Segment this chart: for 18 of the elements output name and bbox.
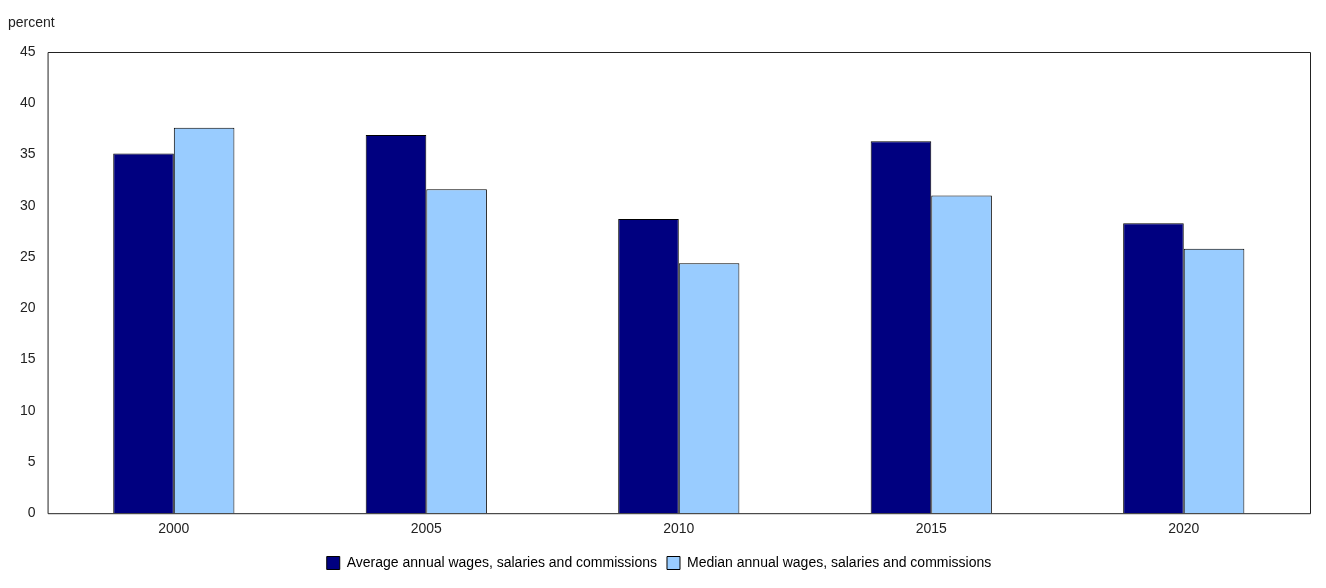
x-tick-label: 2015 — [915, 520, 948, 537]
y-tick-label: 20 — [19, 299, 36, 316]
x-tick-label: 2010 — [663, 520, 695, 537]
y-tick-label: 10 — [19, 401, 36, 418]
y-tick-label: 15 — [19, 350, 36, 367]
legend-label: Average annual wages, salaries and commissions — [346, 553, 657, 570]
y-tick-label: 45 — [19, 42, 36, 59]
y-tick-label: 5 — [27, 452, 36, 469]
x-tick-label: 2020 — [1168, 520, 1200, 537]
x-tick-label: 2005 — [410, 520, 443, 537]
legend-label: Median annual wages, salaries and commissions — [686, 553, 992, 570]
y-tick-label: 40 — [19, 94, 36, 111]
y-axis-title: percent — [8, 13, 55, 30]
x-tick-label: 2000 — [158, 520, 190, 537]
y-tick-label: 30 — [19, 196, 36, 213]
y-tick-label: 35 — [19, 145, 36, 162]
y-tick-label: 25 — [19, 247, 36, 264]
y-tick-label: 0 — [27, 504, 36, 521]
